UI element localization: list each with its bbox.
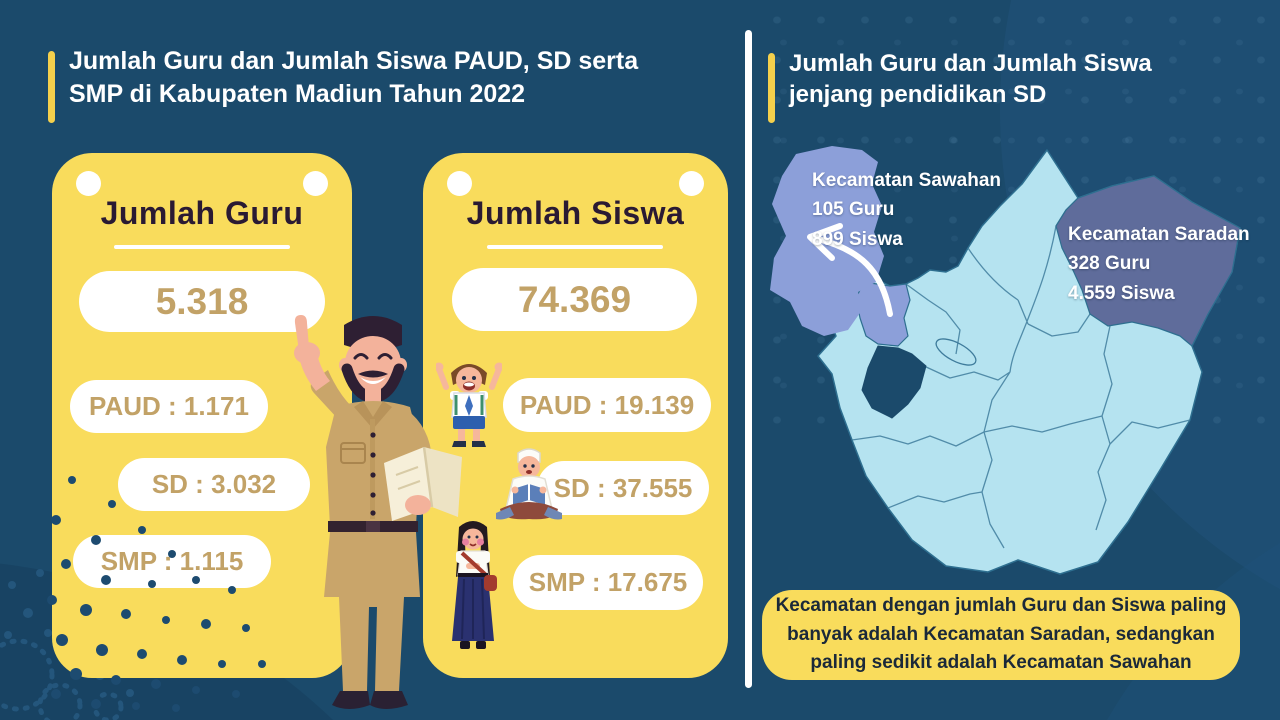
card-title-underline [487,245,663,249]
saradan-name: Kecamatan Saradan [1068,224,1250,245]
card-title-underline [114,245,290,249]
saradan-guru: 328 Guru [1068,253,1151,275]
siswa-total-pill: 74.369 [452,268,697,331]
right-title: Jumlah Guru dan Jumlah Siswa jenjang pen… [789,50,1152,109]
saradan-label: Kecamatan Saradan 328 Guru 4.559 Siswa [1068,220,1250,308]
guru-total-pill: 5.318 [79,271,325,332]
siswa-card-title: Jumlah Siswa [466,195,685,231]
right-title-accent-bar [768,53,775,123]
dotted-rings-decoration [0,569,134,720]
guru-card-title: Jumlah Guru [100,195,304,231]
cheering-boy-illustration [436,362,502,447]
sawahan-label: Kecamatan Sawahan 105 Guru 899 Siswa [812,166,1001,254]
left-title-block: Jumlah Guru dan Jumlah Siswa PAUD, SD se… [48,45,688,123]
sawahan-guru: 105 Guru [812,199,895,221]
card-corner-dot [679,171,704,196]
left-title-accent-bar [48,51,55,123]
conclusion-note-text: Kecamatan dengan jumlah Guru dan Siswa p… [775,595,1227,674]
district-borders [851,197,1191,549]
sawahan-siswa: 899 Siswa [812,228,903,250]
district-sawahan-small [855,281,911,347]
district-enclave-dark [861,345,927,419]
siswa-smp-pill: SMP : 17.675 [513,555,703,610]
teacher-illustration [294,315,462,709]
guru-sd-pill: SD : 3.032 [118,458,310,511]
siswa-sd-pill: SD : 37.555 [537,461,709,515]
panel-divider [745,30,752,688]
right-title-block: Jumlah Guru dan Jumlah Siswa jenjang pen… [768,48,1238,123]
card-corner-dot [447,171,472,196]
kabupaten-madiun-map: Kecamatan Sawahan 105 Guru 899 Siswa Kec… [760,140,1280,585]
card-corner-dot [303,171,328,196]
siswa-paud-pill: PAUD : 19.139 [503,378,711,432]
guru-paud-pill: PAUD : 1.171 [70,380,268,433]
reading-boy-illustration [496,448,562,520]
conclusion-note-box: Kecamatan dengan jumlah Guru dan Siswa p… [762,590,1240,680]
map-svg [770,146,1241,575]
district-saradan [1055,175,1241,347]
schoolgirl-illustration [452,521,497,649]
sawahan-name: Kecamatan Sawahan [812,170,1002,191]
guru-card: Jumlah Guru 5.318 PAUD : 1.171 SD : 3.03… [52,153,352,678]
sawahan-arrow [807,223,893,317]
saradan-siswa: 4.559 Siswa [1068,282,1175,304]
card-corner-dot [76,171,101,196]
navy-dot-scatter [47,476,266,712]
left-title: Jumlah Guru dan Jumlah Siswa PAUD, SD se… [69,47,639,108]
